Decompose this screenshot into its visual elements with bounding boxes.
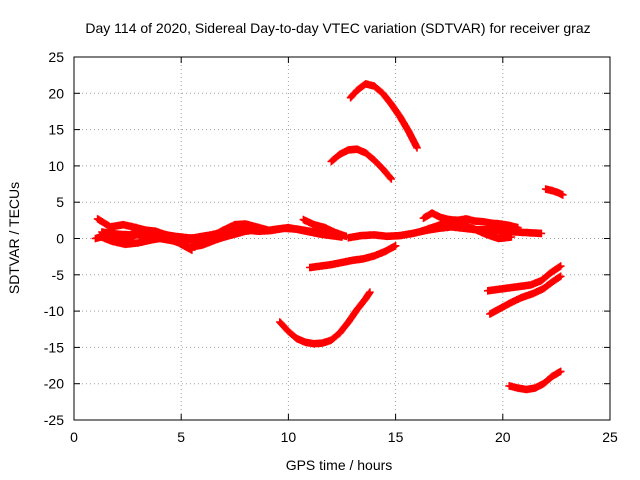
chart-title: Day 114 of 2020, Sidereal Day-to-day VTE… — [85, 20, 590, 36]
y-tick-label: 15 — [48, 122, 64, 138]
y-tick-label: -15 — [44, 339, 64, 355]
series-pass-12 — [346, 80, 421, 152]
series-pass-11 — [327, 145, 396, 183]
x-tick-label: 5 — [177, 429, 185, 445]
x-tick-label: 0 — [70, 429, 78, 445]
x-tick-label: 10 — [281, 429, 297, 445]
y-axis-label: SDTVAR / TECUs — [6, 182, 22, 294]
x-tick-label: 15 — [388, 429, 404, 445]
y-tick-label: -10 — [44, 303, 64, 319]
y-tick-label: 0 — [56, 231, 64, 247]
series-pass-19 — [541, 185, 567, 199]
y-tick-label: -20 — [44, 376, 64, 392]
series-pass-17 — [486, 272, 565, 318]
x-tick-label: 25 — [602, 429, 618, 445]
x-axis-label: GPS time / hours — [286, 457, 393, 473]
y-tick-label: 25 — [48, 49, 64, 65]
series-pass-16 — [484, 262, 565, 295]
series-pass-15 — [417, 218, 516, 243]
series-layer — [91, 80, 567, 394]
y-tick-label: 5 — [56, 194, 64, 210]
tick-layer: 0 5 10 15 20 25 -25 -20 -15 -10 -5 0 5 10 15 20 25 — [44, 49, 618, 445]
x-tick-label: 20 — [495, 429, 511, 445]
series-pass-7 — [220, 223, 346, 241]
series-pass-9 — [306, 242, 400, 272]
series-pass-10 — [276, 288, 374, 348]
y-tick-label: 20 — [48, 85, 64, 101]
y-tick-label: -5 — [52, 267, 65, 283]
series-pass-18 — [505, 367, 565, 394]
y-tick-label: 10 — [48, 158, 64, 174]
y-tick-label: -25 — [44, 412, 64, 428]
series-pass-8 — [299, 215, 351, 241]
